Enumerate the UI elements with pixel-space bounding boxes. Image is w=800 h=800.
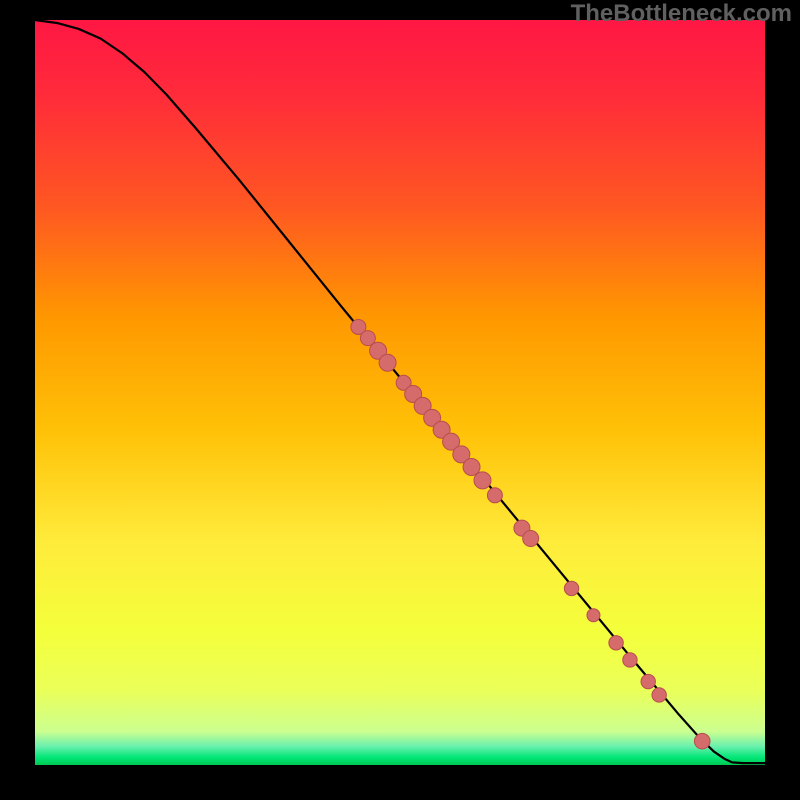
data-marker [523,531,539,547]
data-marker [564,581,578,595]
gradient-background [35,20,765,765]
data-marker [474,472,491,489]
data-marker [623,653,637,667]
data-marker [694,733,710,749]
data-marker [609,636,623,650]
watermark-text: TheBottleneck.com [571,0,792,28]
plot-area [35,20,765,765]
data-marker [487,488,502,503]
chart-svg [35,20,765,765]
data-marker [587,609,600,622]
chart-frame: TheBottleneck.com [0,0,800,800]
data-marker [652,688,666,702]
data-marker [641,674,655,688]
data-marker [379,354,396,371]
